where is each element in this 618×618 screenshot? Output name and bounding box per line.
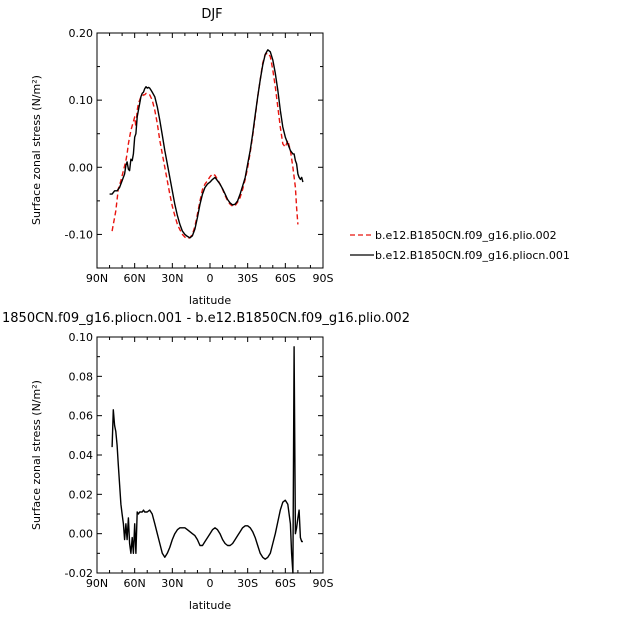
y-tick-label: 0.00 [69, 161, 94, 174]
y-tick-label: 0.04 [69, 449, 94, 462]
x-tick-label: 60S [275, 577, 296, 590]
legend-label-plio002: b.e12.B1850CN.f09_g16.plio.002 [375, 229, 557, 242]
bottom-panel: 1850CN.f09_g16.pliocn.001 - b.e12.B1850C… [2, 311, 410, 612]
x-tick-label: 0 [207, 272, 214, 285]
x-tick-label: 90N [86, 272, 108, 285]
top-ticks: 90N 60N 30N 0 30S 60S 90S -0.10 0.00 0.10 0.20 [65, 27, 334, 285]
x-tick-label: 30S [237, 577, 258, 590]
x-tick-label: 60S [275, 272, 296, 285]
x-tick-label: 30N [161, 272, 183, 285]
bottom-ylabel: Surface zonal stress (N/m²) [30, 380, 43, 530]
top-title: DJF [201, 7, 222, 22]
x-tick-label: 30S [237, 272, 258, 285]
legend: b.e12.B1850CN.f09_g16.plio.002 b.e12.B18… [350, 229, 570, 262]
series-line-0-1 [109, 49, 304, 239]
x-tick-label: 60N [124, 272, 146, 285]
y-tick-label: 0.10 [69, 331, 94, 344]
top-panel: DJF 90N 60N 30N 0 30S 60S 90S -0.10 0.00 0.10 0.20… [30, 7, 334, 307]
bottom-series-group [111, 346, 303, 574]
x-tick-label: 60N [124, 577, 146, 590]
y-tick-label: -0.02 [65, 567, 93, 580]
y-tick-label: 0.00 [69, 528, 94, 541]
y-tick-label: 0.06 [69, 410, 94, 423]
y-tick-label: 0.02 [69, 488, 94, 501]
top-ylabel: Surface zonal stress (N/m²) [30, 75, 43, 225]
y-tick-label: 0.10 [69, 94, 94, 107]
bottom-ticks: 90N 60N 30N 0 30S 60S 90S -0.02 0.00 0.02 0.04 0.06… [65, 331, 334, 590]
y-tick-label: 0.08 [69, 370, 94, 383]
y-tick-label: 0.20 [69, 27, 94, 40]
bottom-title: 1850CN.f09_g16.pliocn.001 - b.e12.B1850C… [2, 311, 410, 326]
legend-label-pliocn001: b.e12.B1850CN.f09_g16.pliocn.001 [375, 249, 570, 262]
top-xlabel: latitude [189, 294, 231, 307]
x-tick-label: 30N [161, 577, 183, 590]
y-tick-label: -0.10 [65, 228, 93, 241]
x-tick-label: 90N [86, 577, 108, 590]
top-plot-frame [96, 32, 324, 269]
series-line-1-0 [111, 346, 303, 574]
x-tick-label: 0 [207, 577, 214, 590]
bottom-xlabel: latitude [189, 599, 231, 612]
x-tick-label: 90S [313, 577, 334, 590]
top-series-group [109, 49, 304, 240]
series-line-0-0 [111, 52, 299, 240]
bottom-plot-frame [96, 336, 324, 574]
x-tick-label: 90S [313, 272, 334, 285]
